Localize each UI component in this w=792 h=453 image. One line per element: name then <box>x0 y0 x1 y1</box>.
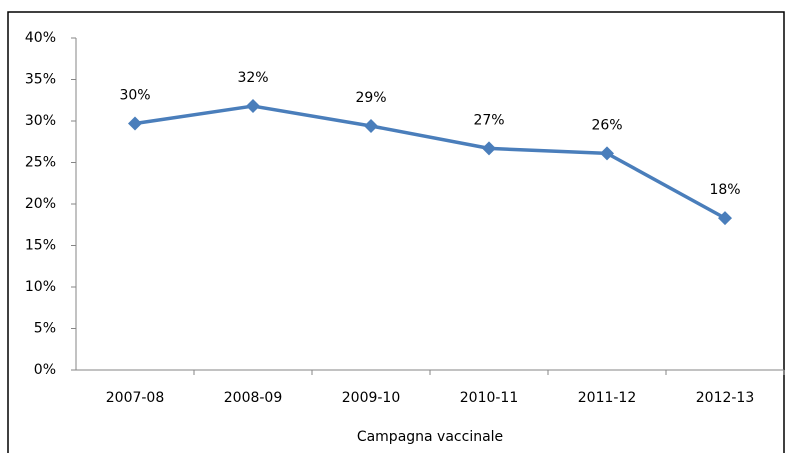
x-tick-label: 2008-09 <box>224 390 283 406</box>
marker <box>128 116 142 131</box>
y-tick-label: 0% <box>34 362 56 378</box>
marker <box>718 211 732 226</box>
data-label: 30% <box>119 87 150 103</box>
x-tick-label: 2012-13 <box>696 390 755 406</box>
y-tick-label: 15% <box>25 238 56 254</box>
y-tick-label: 20% <box>25 196 56 212</box>
x-tick-label: 2009-10 <box>342 390 401 406</box>
y-tick-label: 40% <box>25 30 56 46</box>
y-tick-label: 25% <box>25 155 56 171</box>
data-label: 18% <box>709 182 740 198</box>
y-tick-label: 10% <box>25 279 56 295</box>
x-tick-label: 2007-08 <box>106 390 165 406</box>
y-tick-label: 30% <box>25 113 56 129</box>
line <box>134 104 726 220</box>
marker <box>246 99 260 114</box>
data-label: 26% <box>591 117 622 133</box>
y-tick-label: 5% <box>34 321 56 337</box>
marker <box>600 146 614 161</box>
x-tick-label: 2010-11 <box>460 390 519 406</box>
marker <box>364 118 378 133</box>
data-label: 29% <box>355 90 386 106</box>
data-label: 32% <box>237 70 268 86</box>
chart-border <box>7 11 785 453</box>
marker <box>482 141 496 156</box>
y-tick-label: 35% <box>25 72 56 88</box>
x-tick-label: 2011-12 <box>578 390 637 406</box>
data-label: 27% <box>473 112 504 128</box>
x-axis-title: Campagna vaccinale <box>357 429 503 445</box>
